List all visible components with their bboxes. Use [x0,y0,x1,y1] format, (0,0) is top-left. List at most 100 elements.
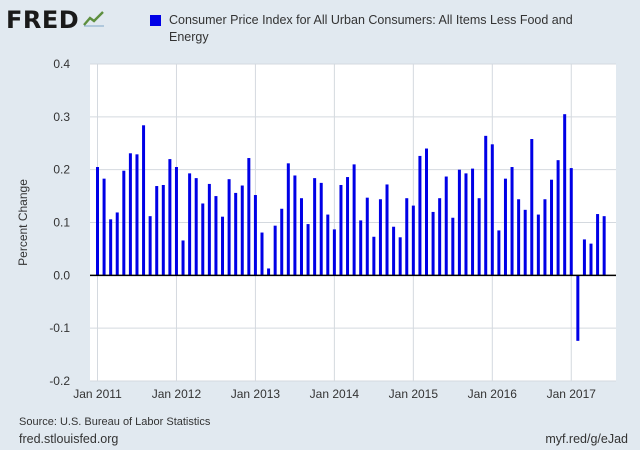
bar [267,268,271,276]
chart-legend: Consumer Price Index for All Urban Consu… [150,12,600,46]
short-link[interactable]: myf.red/g/eJad [545,432,628,446]
bar [536,214,540,276]
bar [135,154,139,276]
bar [365,197,369,276]
source-note: Source: U.S. Bureau of Labor Statistics [19,416,211,428]
bar [352,164,356,276]
bar [398,237,402,276]
bar [155,186,159,276]
y-tick-label: -0.1 [49,321,70,335]
bar [306,224,310,276]
bar [201,203,205,276]
y-axis-ticks: -0.2 -0.1 0.0 0.1 0.2 0.3 0.4 [49,57,70,388]
bar [411,205,415,276]
y-tick-label: 0.2 [53,163,70,177]
bar [148,216,152,276]
bar [510,167,514,276]
bar [240,185,244,276]
bar [194,178,198,276]
x-tick-label: Jan 2013 [231,387,281,401]
x-tick-label: Jan 2014 [310,387,360,401]
bar [339,184,343,276]
bar [582,239,586,276]
bar [490,144,494,276]
bar [425,148,428,276]
bar [299,198,303,276]
x-tick-label: Jan 2015 [389,387,439,401]
bar [168,159,172,276]
bars [96,114,606,341]
y-tick-label: 0.4 [53,57,70,71]
bar [418,155,422,276]
bar [128,153,132,276]
bar [221,216,225,276]
bar [332,229,336,276]
bar [319,182,323,276]
line-chart-icon [83,8,106,32]
bar [517,199,521,276]
fred-logo-text: FRED [6,6,80,34]
bar [115,212,119,276]
bar [109,219,113,276]
bar [438,198,442,276]
bar [576,275,580,341]
bar [142,125,146,276]
bar [247,158,251,276]
bar [451,217,455,276]
bar [569,168,573,276]
bar [471,168,475,276]
bar [280,208,284,276]
bar [122,170,126,276]
bar [431,211,435,276]
bar [234,192,238,276]
bar [385,184,389,276]
y-tick-label: -0.2 [49,374,70,388]
x-tick-label: Jan 2012 [152,387,202,401]
bar [457,169,461,276]
bar [444,176,448,276]
bar [523,209,527,276]
bar [464,173,468,276]
bar [293,175,297,276]
bar [253,195,257,276]
bar [174,167,178,276]
bar [497,230,501,276]
site-link[interactable]: fred.stlouisfed.org [19,432,119,446]
bar [359,220,363,276]
legend-swatch [150,15,161,26]
bar [286,163,290,276]
y-tick-label: 0.3 [53,110,70,124]
bar [260,232,264,276]
bar [96,167,99,276]
bar [207,183,211,276]
x-tick-label: Jan 2016 [468,387,518,401]
bar [378,199,382,276]
bar [181,240,185,276]
bar [188,173,192,276]
bar [484,135,488,276]
bar [503,178,507,276]
bar [227,179,231,276]
fred-logo: FRED [6,6,106,34]
bar [102,178,106,276]
bar [161,184,165,276]
y-tick-label: 0.0 [53,268,70,282]
bar [346,177,350,276]
bar [602,216,606,276]
bar [273,225,277,276]
bar [214,196,218,276]
bar [405,198,409,276]
bar [477,198,481,276]
bar [326,214,330,276]
bar [596,214,600,276]
bar [543,199,547,276]
bar [556,160,560,276]
x-tick-label: Jan 2017 [547,387,597,401]
bar [550,179,554,276]
bar [563,114,567,276]
bar [589,243,593,276]
bar [392,226,396,276]
y-axis-label: Percent Change [16,179,30,266]
bar [530,139,534,276]
